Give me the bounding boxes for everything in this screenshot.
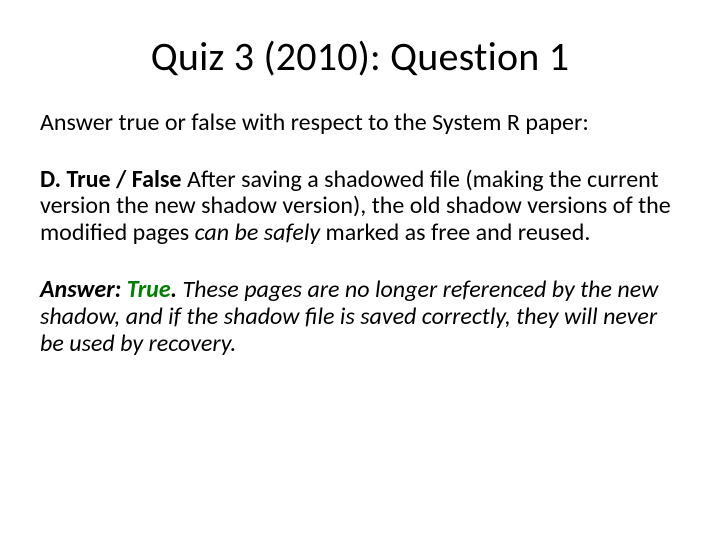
question-text: D. True / False After saving a shadowed … bbox=[40, 167, 680, 248]
question-part2: marked as free and reused. bbox=[320, 218, 590, 247]
question-label: D. True / False bbox=[40, 165, 182, 194]
answer-text: Answer: True. These pages are no longer … bbox=[40, 277, 680, 358]
slide-title: Quiz 3 (2010): Question 1 bbox=[40, 32, 680, 81]
answer-prefix: Answer: bbox=[40, 275, 127, 304]
intro-text: Answer true or false with respect to the… bbox=[40, 109, 680, 137]
slide-container: Quiz 3 (2010): Question 1 Answer true or… bbox=[0, 0, 720, 540]
question-italic: can be safely bbox=[195, 218, 321, 247]
answer-verdict: True bbox=[127, 275, 171, 304]
